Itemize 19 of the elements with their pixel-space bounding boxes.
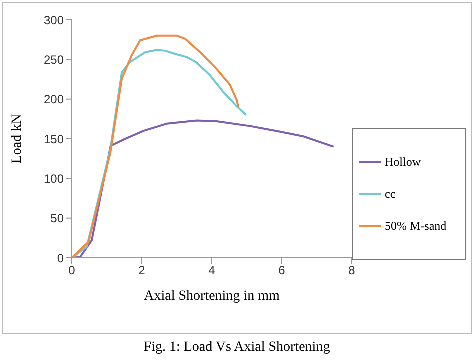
y-tick-label: 0: [57, 251, 64, 266]
x-tick-label: 0: [68, 264, 76, 278]
x-axis-title: Axial Shortening in mm: [144, 289, 280, 304]
y-tick-label: 250: [44, 52, 64, 67]
x-tick-label: 4: [208, 264, 216, 278]
y-tick-label: 200: [44, 92, 64, 107]
x-tick-label: 6: [278, 264, 286, 278]
legend-label: Hollow: [385, 154, 421, 170]
x-tick-label: 2: [138, 264, 146, 278]
y-tick-label: 150: [44, 132, 64, 146]
y-tick-label: 50: [50, 212, 64, 226]
y-axis-title: Load kN: [10, 114, 25, 164]
y-tick-label: 300: [44, 13, 64, 28]
caption: Fig. 1: Load Vs Axial Shortening: [142, 340, 332, 356]
x-tick-label: 8: [348, 264, 356, 278]
legend-label: 50% M-sand: [385, 218, 447, 234]
y-tick-label: 100: [44, 172, 64, 186]
line-series: [72, 120, 335, 258]
legend-label: cc: [385, 186, 396, 202]
